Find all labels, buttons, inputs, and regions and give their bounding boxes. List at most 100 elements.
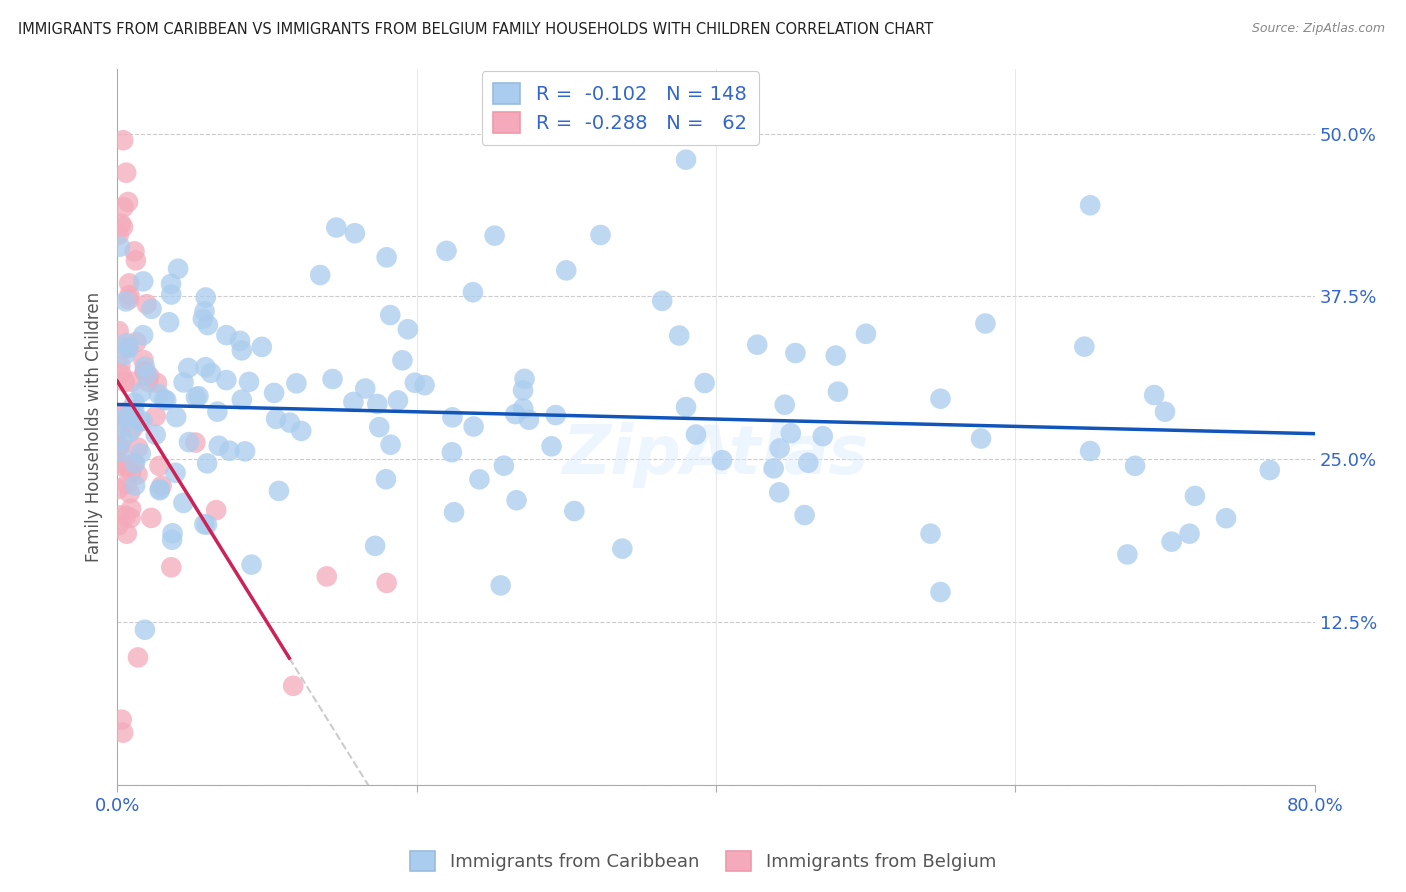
Point <box>238 375 260 389</box>
Point <box>134 623 156 637</box>
Point <box>118 341 141 355</box>
Point <box>153 392 176 407</box>
Point <box>693 376 716 390</box>
Point <box>108 445 131 459</box>
Point <box>122 421 145 435</box>
Point <box>1078 198 1101 212</box>
Point <box>129 446 152 460</box>
Point <box>1123 458 1146 473</box>
Point <box>231 343 253 358</box>
Point <box>122 402 145 417</box>
Point <box>145 427 167 442</box>
Point <box>136 368 159 382</box>
Point <box>612 541 634 556</box>
Point <box>135 297 157 311</box>
Point <box>440 445 463 459</box>
Point <box>124 478 146 492</box>
Point <box>114 458 136 473</box>
Point <box>463 419 485 434</box>
Point <box>768 485 790 500</box>
Point <box>785 346 807 360</box>
Point <box>229 334 252 348</box>
Point <box>194 290 217 304</box>
Point <box>263 385 285 400</box>
Point <box>651 293 673 308</box>
Point <box>195 456 218 470</box>
Point <box>148 458 170 473</box>
Point <box>1154 405 1177 419</box>
Point <box>149 482 172 496</box>
Point <box>387 393 409 408</box>
Point <box>250 340 273 354</box>
Point <box>167 261 190 276</box>
Point <box>110 217 132 231</box>
Point <box>512 384 534 398</box>
Point <box>1116 548 1139 562</box>
Point <box>197 318 219 332</box>
Point <box>322 372 344 386</box>
Point <box>366 397 388 411</box>
Point <box>793 508 815 522</box>
Point <box>413 378 436 392</box>
Point <box>117 195 139 210</box>
Point <box>443 505 465 519</box>
Point <box>380 308 402 322</box>
Point <box>484 228 506 243</box>
Point <box>125 253 148 268</box>
Point <box>112 725 135 739</box>
Point <box>107 458 129 473</box>
Point <box>134 364 156 378</box>
Point <box>184 390 207 404</box>
Point <box>107 518 129 533</box>
Point <box>668 328 690 343</box>
Point <box>136 375 159 389</box>
Point <box>215 373 238 387</box>
Point <box>115 476 138 491</box>
Point <box>512 401 534 416</box>
Point <box>111 713 134 727</box>
Point <box>107 324 129 338</box>
Point <box>1215 511 1237 525</box>
Point <box>115 336 138 351</box>
Point <box>195 517 218 532</box>
Point <box>205 503 228 517</box>
Point <box>127 441 149 455</box>
Point <box>131 414 153 428</box>
Text: IMMIGRANTS FROM CARIBBEAN VS IMMIGRANTS FROM BELGIUM FAMILY HOUSEHOLDS WITH CHIL: IMMIGRANTS FROM CARIBBEAN VS IMMIGRANTS … <box>18 22 934 37</box>
Point <box>127 650 149 665</box>
Point <box>110 456 132 470</box>
Point <box>108 421 131 435</box>
Point <box>797 456 820 470</box>
Point <box>517 413 540 427</box>
Point <box>120 466 142 480</box>
Point <box>436 244 458 258</box>
Point <box>285 376 308 391</box>
Point <box>108 240 131 254</box>
Point <box>118 293 141 307</box>
Point <box>747 337 769 351</box>
Point <box>513 372 536 386</box>
Point <box>177 361 200 376</box>
Point <box>120 501 142 516</box>
Point <box>157 315 180 329</box>
Point <box>145 409 167 423</box>
Point <box>162 526 184 541</box>
Point <box>396 322 419 336</box>
Point <box>240 558 263 572</box>
Point <box>309 268 332 282</box>
Point <box>315 569 337 583</box>
Point <box>118 425 141 439</box>
Point <box>110 359 132 373</box>
Point <box>115 508 138 523</box>
Point <box>107 482 129 496</box>
Point <box>149 483 172 498</box>
Point <box>107 227 129 242</box>
Point <box>165 410 187 425</box>
Point <box>132 353 155 368</box>
Point <box>193 517 215 532</box>
Point <box>380 438 402 452</box>
Text: ZipAtlas: ZipAtlas <box>562 422 869 488</box>
Point <box>1184 489 1206 503</box>
Point <box>675 400 697 414</box>
Point <box>127 467 149 482</box>
